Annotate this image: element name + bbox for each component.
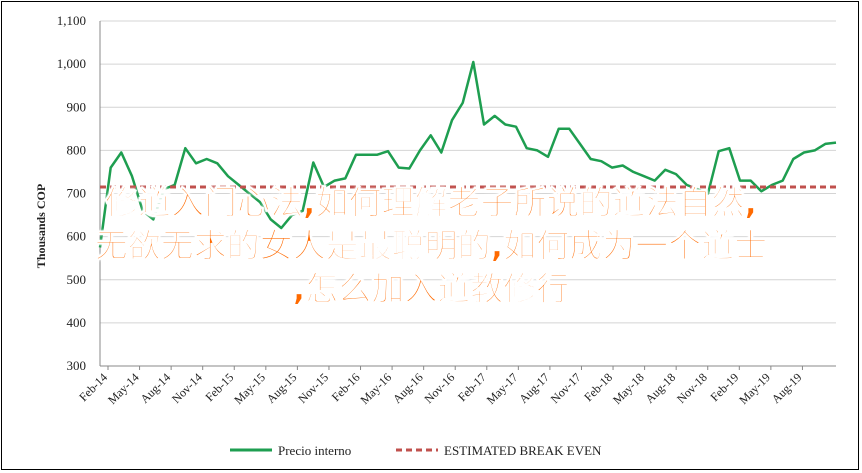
x-tick-label: May-18 <box>610 370 647 407</box>
series-lines <box>98 60 837 248</box>
y-tick-label: 900 <box>67 99 87 114</box>
x-tick-label: Nov-16 <box>422 370 458 406</box>
x-tick-label: Nov-18 <box>674 370 710 406</box>
legend-label-break-even: ESTIMATED BREAK EVEN <box>444 443 602 458</box>
overlay-caption: 修道入门心法,如何理解老子所说的道法自然, 无欲无求的女人是最聪明的,如何成为一… <box>0 181 862 310</box>
series-line-0 <box>98 60 837 248</box>
x-tick-label: May-14 <box>105 370 142 407</box>
y-axis-label: Thousands COP <box>34 184 48 268</box>
legend-label-precio-interno: Precio interno <box>278 443 351 458</box>
y-tick-labels: 300 400 500 600 700 800 900 1,000 1,100 <box>57 13 86 373</box>
y-tick-label: 700 <box>67 186 87 201</box>
x-tick-label: Aug-17 <box>516 370 552 406</box>
x-tick-label: Feb-16 <box>329 370 363 404</box>
overlay-line-3: ,怎么加入道教修行 <box>292 269 570 309</box>
y-tick-label: 500 <box>67 272 87 287</box>
overlay-line-2: 无欲无求的女人是最聪明的,如何成为一个道士 <box>94 226 768 266</box>
x-tick-label: Aug-18 <box>642 370 678 406</box>
y-tick-label: 600 <box>67 229 87 244</box>
x-tick-label: Aug-14 <box>137 370 173 406</box>
x-tick-label: Feb-15 <box>202 370 236 404</box>
x-tick-label: May-16 <box>357 370 394 407</box>
axes <box>99 21 836 370</box>
x-tick-label: Feb-19 <box>707 370 741 404</box>
x-tick-label: Nov-15 <box>295 370 331 406</box>
x-tick-label: Nov-17 <box>548 370 584 406</box>
x-tick-label: May-15 <box>231 370 268 407</box>
x-tick-label: May-17 <box>484 370 521 407</box>
x-tick-label: Nov-14 <box>169 370 205 406</box>
x-tick-label: Feb-18 <box>581 370 615 404</box>
x-tick-label: Aug-16 <box>390 370 426 406</box>
overlay-line-1: 修道入门心法,如何理解老子所说的道法自然, <box>104 183 758 223</box>
x-tick-label: Aug-19 <box>769 370 805 406</box>
x-tick-label: May-19 <box>736 370 773 407</box>
y-tick-label: 300 <box>67 358 87 373</box>
legend: Precio interno ESTIMATED BREAK EVEN <box>230 443 602 458</box>
x-tick-label: Feb-17 <box>455 370 489 404</box>
x-tick-label: Aug-15 <box>264 370 300 406</box>
y-tick-label: 400 <box>67 315 87 330</box>
y-tick-label: 1,000 <box>57 56 86 71</box>
x-tick-label: Feb-14 <box>76 370 110 404</box>
y-tick-label: 1,100 <box>57 13 86 28</box>
y-tick-label: 800 <box>67 142 87 157</box>
x-tick-labels: Feb-14May-14Aug-14Nov-14Feb-15May-15Aug-… <box>76 370 804 407</box>
